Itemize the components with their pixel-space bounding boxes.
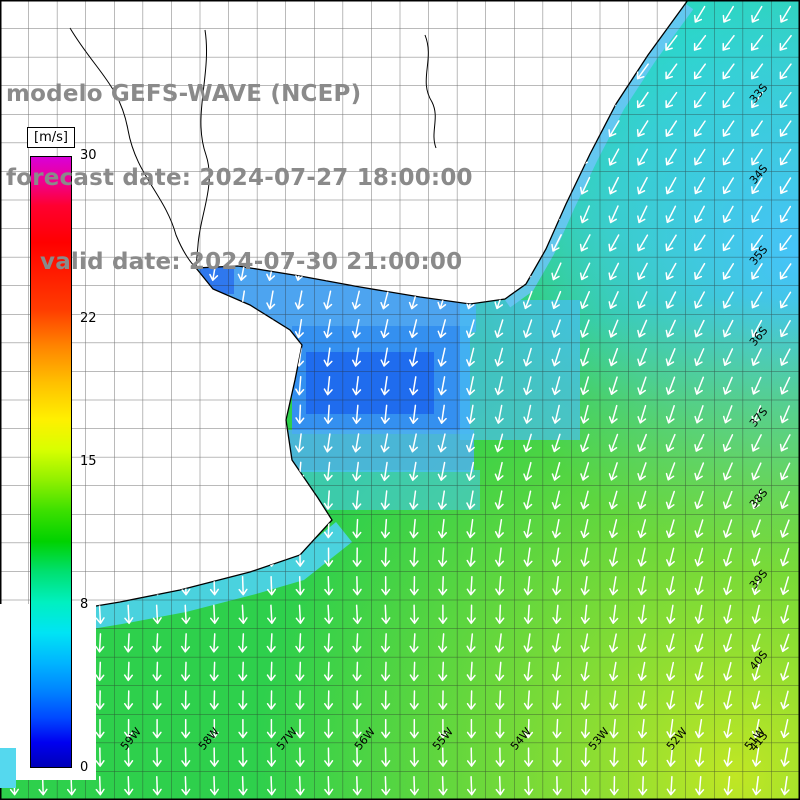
colorbar-unit-label: [m/s]	[27, 127, 75, 148]
model-title: modelo GEFS-WAVE (NCEP)	[6, 81, 362, 107]
colorbar-tick-label: 8	[80, 596, 89, 612]
colorbar-tick-label: 22	[80, 311, 97, 327]
corner-ocean-patch	[0, 748, 16, 788]
colorbar-gradient	[30, 156, 72, 768]
forecast-date: forecast date: 2024-07-27 18:00:00	[6, 165, 473, 191]
coastline	[0, 0, 689, 621]
valid-date: valid date: 2024-07-30 21:00:00	[40, 249, 463, 275]
colorbar-tick-label: 0	[80, 760, 89, 775]
title-block: modelo GEFS-WAVE (NCEP) forecast date: 2…	[6, 24, 473, 332]
rivers	[69, 27, 437, 269]
colorbar-tick-label: 15	[80, 454, 97, 469]
colorbar-tick-label: 30	[80, 148, 97, 163]
